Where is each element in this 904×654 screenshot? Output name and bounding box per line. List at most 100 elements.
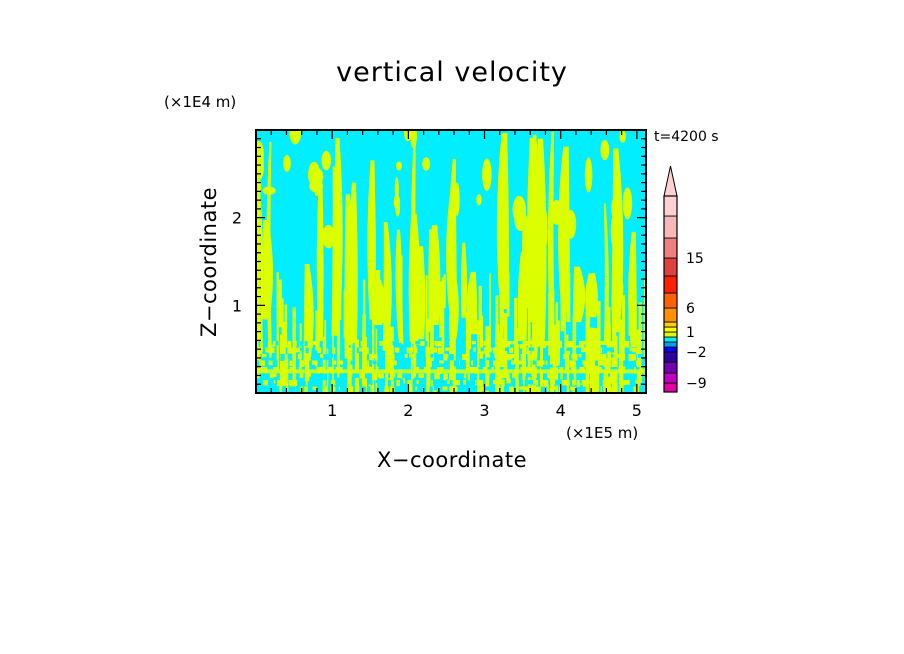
boundary-cell — [580, 347, 586, 353]
boundary-cell — [422, 341, 428, 347]
boundary-cell — [327, 386, 333, 391]
boundary-cell — [388, 373, 391, 379]
boundary-cell — [439, 354, 445, 360]
boundary-cell — [492, 380, 497, 385]
boundary-cell — [582, 360, 586, 365]
velocity-field — [256, 130, 646, 393]
boundary-cell — [480, 347, 484, 352]
boundary-cell — [307, 341, 313, 348]
updraft-column — [495, 295, 499, 349]
boundary-cell — [501, 360, 507, 366]
boundary-cell — [607, 354, 612, 360]
boundary-cell — [335, 367, 341, 371]
boundary-cell — [636, 360, 642, 366]
boundary-cell — [581, 341, 585, 348]
updraft-blob — [283, 154, 291, 172]
boundary-cell — [271, 373, 277, 378]
boundary-cell — [531, 354, 538, 359]
boundary-cell — [527, 373, 532, 378]
boundary-cell — [440, 341, 445, 347]
boundary-cell — [337, 360, 343, 365]
boundary-cell — [273, 367, 277, 371]
colorbar-frame — [663, 195, 678, 393]
boundary-cell — [618, 360, 623, 366]
boundary-cell — [402, 373, 405, 379]
boundary-cell — [541, 367, 544, 371]
boundary-cell — [347, 341, 353, 346]
boundary-cell — [527, 354, 532, 361]
boundary-cell — [292, 354, 295, 358]
updraft-blob — [394, 177, 399, 201]
boundary-cell — [579, 380, 582, 384]
boundary-cell — [288, 373, 292, 379]
updraft-blob — [622, 187, 633, 220]
updraft-column — [454, 313, 456, 393]
boundary-cell — [435, 360, 442, 367]
updraft-plume — [538, 238, 545, 338]
boundary-cell — [510, 386, 514, 392]
updraft-column — [425, 336, 428, 369]
updraft-column — [354, 339, 359, 393]
colorbar-segment — [663, 336, 678, 343]
boundary-cell — [575, 360, 581, 364]
boundary-cell — [565, 380, 568, 384]
boundary-cell — [446, 341, 449, 348]
updraft-blob — [321, 150, 332, 171]
boundary-cell — [463, 373, 467, 379]
boundary-cell — [547, 373, 551, 379]
boundary-cell — [566, 347, 572, 351]
boundary-cell — [493, 347, 498, 354]
boundary-cell — [588, 354, 591, 359]
boundary-cell — [332, 380, 336, 385]
updraft-plume — [266, 142, 272, 357]
boundary-cell — [350, 360, 356, 365]
updraft-column — [315, 310, 320, 351]
y-tick-labels: 12 — [232, 209, 242, 316]
boundary-cell — [259, 373, 262, 379]
updraft-column — [597, 301, 601, 359]
boundary-cell — [298, 347, 304, 352]
boundary-cell — [358, 347, 362, 352]
boundary-cell — [374, 354, 378, 361]
boundary-cell — [468, 386, 474, 391]
boundary-cell — [394, 347, 400, 353]
boundary-cell — [504, 386, 509, 393]
boundary-cell — [265, 347, 271, 353]
updraft-blob — [476, 194, 482, 206]
boundary-cell — [380, 347, 384, 354]
boundary-cell — [578, 354, 582, 358]
boundary-cell — [555, 380, 559, 386]
boundary-cell — [262, 347, 266, 354]
boundary-cell — [499, 373, 504, 379]
colorbar-extend-arrow — [663, 165, 678, 197]
updraft-column — [564, 279, 566, 359]
colorbar-segment — [663, 341, 678, 348]
updraft-blob — [565, 209, 577, 239]
colorbar-segment — [663, 257, 678, 277]
boundary-cell — [323, 354, 329, 360]
boundary-cell — [442, 386, 448, 391]
boundary-cell — [272, 386, 277, 391]
colorbar-segment — [663, 195, 678, 217]
boundary-cell — [518, 373, 524, 381]
boundary-cell — [259, 360, 262, 365]
boundary-cell — [317, 373, 320, 377]
boundary-cell — [520, 367, 524, 371]
boundary-cell — [368, 373, 372, 378]
updraft-column — [566, 273, 571, 322]
boundary-cell — [561, 380, 566, 386]
updraft-column — [276, 272, 279, 370]
boundary-cell — [315, 354, 320, 360]
boundary-cell — [567, 341, 572, 348]
boundary-cell — [322, 373, 328, 381]
boundary-cell — [604, 373, 609, 381]
boundary-cell — [505, 347, 510, 352]
boundary-cell — [258, 341, 261, 347]
updraft-column — [437, 279, 440, 317]
boundary-cell — [279, 386, 282, 391]
boundary-cell — [269, 354, 271, 358]
boundary-cell — [553, 373, 558, 380]
updraft-blob — [600, 139, 610, 161]
updraft-plume — [611, 226, 617, 355]
boundary-cell — [511, 354, 514, 358]
